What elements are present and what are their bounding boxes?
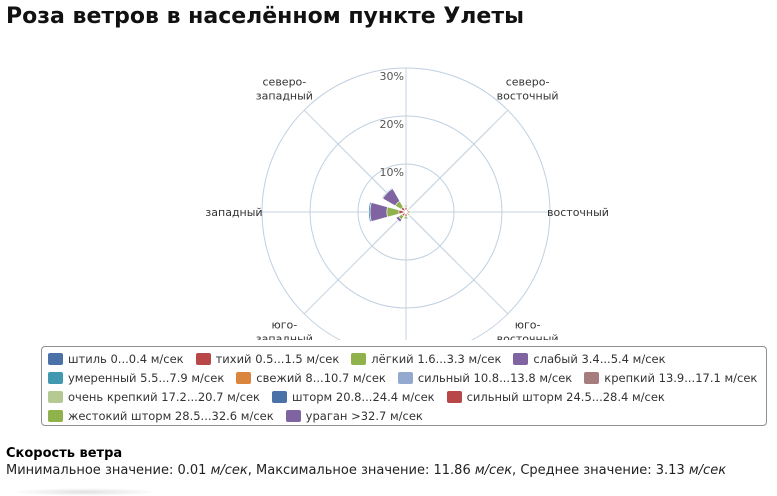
rose-wedge-6-3 (369, 202, 388, 222)
summary-stats: Минимальное значение: 0.01 м/сек, Максим… (6, 463, 727, 478)
decorative-shadow (10, 488, 160, 496)
avg-unit: м/сек (688, 463, 727, 478)
legend-row: очень крепкий 17.2...20.7 м/сек шторм 20.… (48, 388, 766, 407)
legend-item[interactable]: крепкий 13.9...17.1 м/сек (584, 369, 757, 388)
radial-tick-label: 10% (380, 166, 404, 179)
legend-swatch (48, 372, 63, 384)
rose-wedge-1-3 (407, 207, 411, 211)
legend-swatch (195, 353, 211, 365)
direction-label: восточный (547, 206, 609, 219)
legend-swatch (513, 353, 529, 365)
grid-spoke (405, 109, 509, 213)
radial-tick-label: 20% (380, 118, 404, 131)
legend-item[interactable]: лёгкий 1.6...3.3 м/сек (351, 350, 501, 369)
legend-label: штиль 0...0.4 м/сек (68, 352, 184, 366)
legend-label: шторм 20.8...24.4 м/сек (291, 390, 435, 404)
legend-swatch (236, 372, 252, 384)
legend-swatch (48, 353, 63, 365)
max-value: 11.86 (433, 463, 471, 478)
legend-item[interactable]: свежий 8...10.7 м/сек (236, 369, 386, 388)
legend-item[interactable]: тихий 0.5...1.5 м/сек (195, 350, 340, 369)
rose-wedge-6-1 (398, 209, 405, 215)
legend-swatch (584, 372, 600, 384)
legend-swatch (285, 410, 301, 422)
rose-bars (368, 187, 412, 223)
min-label: Минимальное значение: (6, 463, 174, 478)
rose-wedge-6-2 (386, 206, 400, 218)
legend-row: умеренный 5.5...7.9 м/сек свежий 8...10.7… (48, 369, 766, 388)
legend-label: сильный шторм 24.5...28.4 м/сек (466, 390, 665, 404)
rose-wedge-7-4 (381, 187, 394, 200)
legend-label: тихий 0.5...1.5 м/сек (215, 352, 340, 366)
legend-label: умеренный 5.5...7.9 м/сек (68, 371, 225, 385)
legend-label: жестокий шторм 28.5...32.6 м/сек (68, 409, 274, 423)
avg-value: 3.13 (655, 463, 685, 478)
legend-item[interactable]: шторм 20.8...24.4 м/сек (271, 388, 435, 407)
legend-item[interactable]: умеренный 5.5...7.9 м/сек (48, 369, 224, 388)
min-unit: м/сек (210, 463, 248, 478)
rose-wedge-5-3 (395, 215, 403, 223)
direction-label: западный (205, 206, 262, 219)
chart-legend: штиль 0...0.4 м/сек тихий 0.5...1.5 м/сек… (41, 346, 767, 426)
rose-wedge-0-3 (403, 204, 409, 207)
legend-item[interactable]: сильный 10.8...13.8 м/сек (397, 369, 573, 388)
legend-item[interactable]: слабый 3.4...5.4 м/сек (513, 350, 666, 369)
legend-label: ураган >32.7 м/сек (305, 409, 423, 423)
direction-label: юго-восточный (497, 319, 559, 340)
max-label: Максимальное значение: (256, 463, 430, 478)
rose-grid (261, 67, 551, 340)
legend-swatch (48, 391, 63, 403)
min-value: 0.01 (177, 463, 207, 478)
legend-swatch (271, 391, 287, 403)
legend-label: слабый 3.4...5.4 м/сек (533, 352, 666, 366)
wind-speed-summary: Скорость ветра Минимальное значение: 0.0… (6, 446, 726, 478)
rose-wedge-2-3 (410, 210, 412, 214)
max-unit: м/сек (474, 463, 513, 478)
direction-label: северо-западный (256, 75, 313, 102)
rose-wedge-6-4 (368, 201, 372, 223)
legend-label: очень крепкий 17.2...20.7 м/сек (68, 390, 260, 404)
legend-row: штиль 0...0.4 м/сек тихий 0.5...1.5 м/сек… (48, 350, 766, 369)
summary-heading: Скорость ветра (6, 446, 123, 461)
legend-swatch (397, 372, 413, 384)
avg-label: Среднее значение: (520, 463, 652, 478)
legend-label: свежий 8...10.7 м/сек (256, 371, 386, 385)
legend-item[interactable]: сильный шторм 24.5...28.4 м/сек (446, 388, 665, 407)
legend-row: жестокий шторм 28.5...32.6 м/сек ураган >… (48, 407, 766, 426)
legend-item[interactable]: очень крепкий 17.2...20.7 м/сек (48, 388, 260, 407)
legend-swatch (446, 391, 462, 403)
wind-rose-chart: 10%20%30%северныйсеверо-восточныйвосточн… (205, 67, 609, 340)
legend-swatch (351, 353, 367, 365)
direction-label: юго-западный (256, 319, 313, 340)
page-title: Роза ветров в населённом пункте Улеты (6, 4, 524, 29)
legend-item[interactable]: ураган >32.7 м/сек (285, 407, 423, 426)
legend-item[interactable]: штиль 0...0.4 м/сек (48, 350, 184, 369)
legend-label: сильный 10.8...13.8 м/сек (417, 371, 573, 385)
legend-label: лёгкий 1.6...3.3 м/сек (371, 352, 502, 366)
rose-labels: 10%20%30%северныйсеверо-восточныйвосточн… (205, 70, 609, 340)
rose-wedge-3-3 (407, 213, 411, 217)
grid-spoke (405, 211, 509, 315)
legend-label: крепкий 13.9...17.1 м/сек (604, 371, 758, 385)
grid-spoke (303, 211, 407, 315)
direction-label: северо-восточный (497, 75, 559, 102)
legend-swatch (48, 410, 63, 422)
legend-item[interactable]: жестокий шторм 28.5...32.6 м/сек (48, 407, 274, 426)
rose-wedge-4-3 (403, 217, 409, 220)
radial-tick-label: 30% (380, 70, 404, 83)
